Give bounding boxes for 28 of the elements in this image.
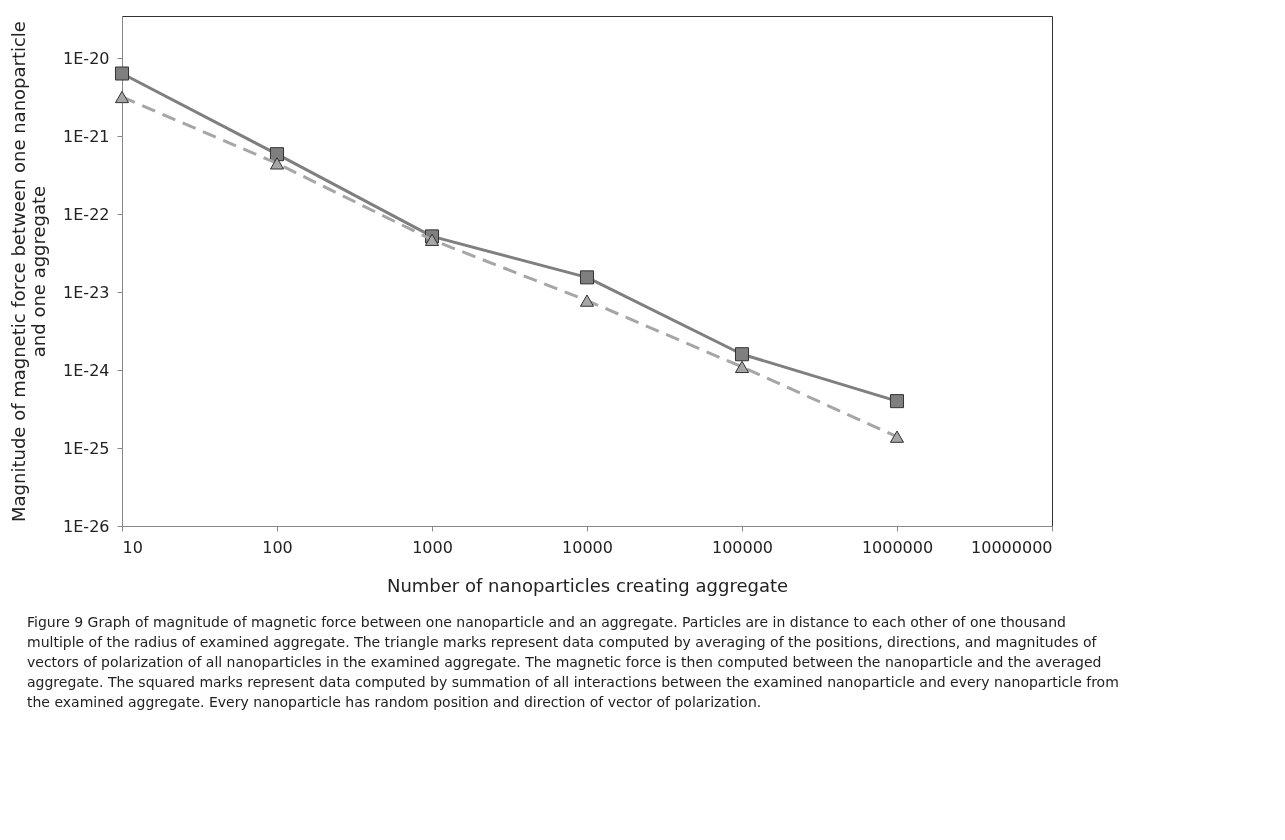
y-tick-label: 1E-25 (63, 438, 110, 458)
point (269, 147, 285, 162)
y-tick-label: 1E-21 (63, 126, 110, 146)
x-axis-title: Number of nanoparticles creating aggregate (386, 574, 789, 596)
point (889, 394, 905, 409)
y-tick-label: 1E-23 (63, 282, 110, 302)
point (889, 430, 905, 443)
point (734, 360, 750, 374)
point (579, 294, 595, 307)
y-tick-label: 1E-22 (63, 204, 110, 224)
y-axis-title: Magnitude of magnetic force between one nanoparticle and one aggregate (8, 21, 50, 522)
y-tick-label: 1E-20 (63, 48, 110, 68)
x-tick-label: 10 (122, 537, 143, 557)
x-tick-label: 1000 (412, 537, 453, 557)
point (114, 66, 130, 81)
x-tick-label: 100 (262, 537, 293, 557)
point (579, 270, 595, 285)
x-tick-label: 1000000 (861, 537, 934, 557)
x-tick-label: 10000000 (971, 537, 1053, 557)
caption: Figure 9 Graph of magnitude of magnetic force between one nanoparticle and an aggregate. Particles are in distance to each other of one thousand multiple of the radius of examined aggregate. The triangle marks represent data computed by averaging of the positions, directions, and magnitudes of vectors of polarization of all nanoparticles in the examined aggregate. The magnetic force is then computed between the nanoparticle and the averaged aggregate. The squared marks represent data computed by summation of all interactions between the examined nanoparticle and every nanoparticle from the examined aggregate. Every nanoparticle has random position and direction of vector of polarization. (27, 614, 1119, 710)
point (269, 157, 285, 170)
x-tick-label: 100000 (711, 537, 774, 557)
point (424, 233, 440, 246)
point (114, 90, 130, 104)
point (734, 347, 750, 362)
x-tick-label: 10000 (562, 537, 613, 557)
y-tick-label: 1E-26 (63, 516, 110, 536)
y-tick-label: 1E-24 (63, 360, 110, 380)
